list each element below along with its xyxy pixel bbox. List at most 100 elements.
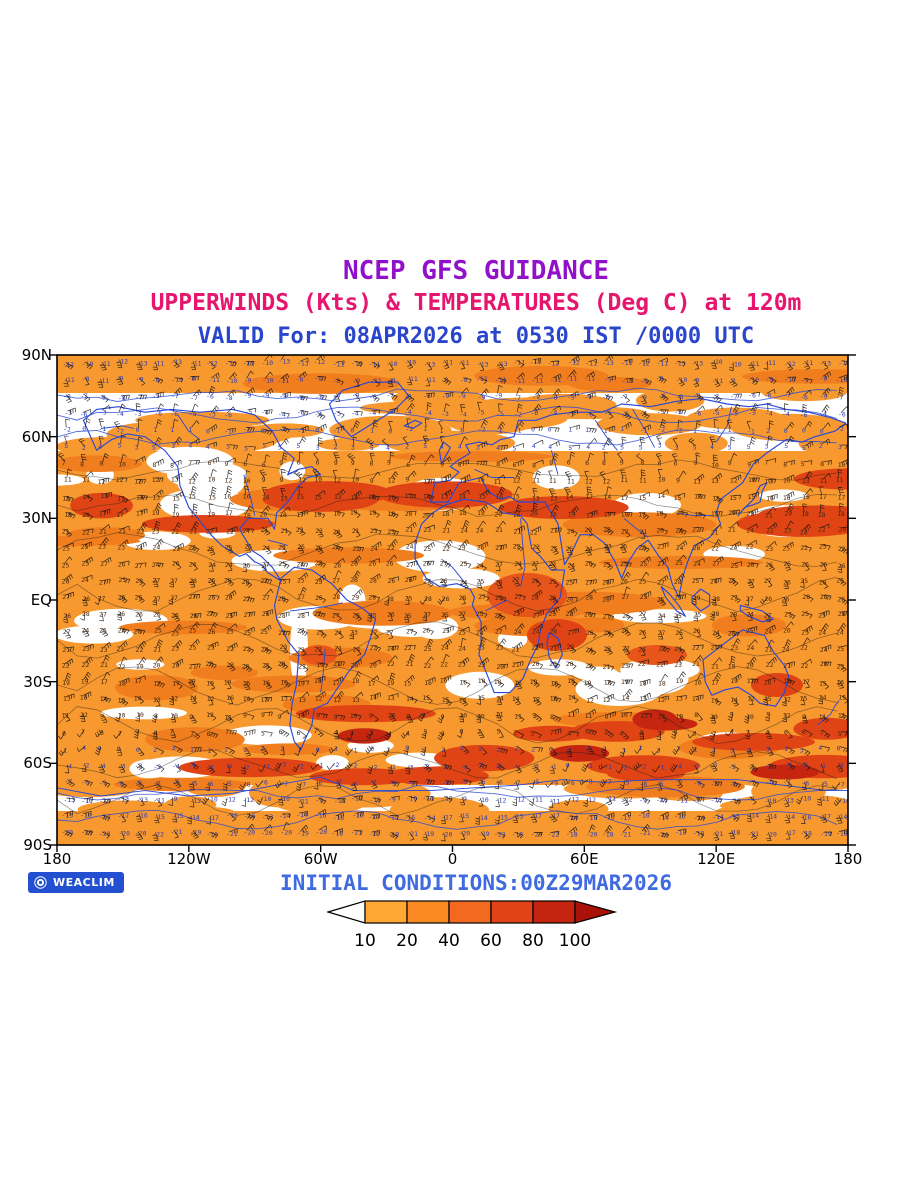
svg-text:-11: -11 [369, 796, 381, 804]
svg-text:9: 9 [620, 459, 624, 467]
svg-text:21: 21 [711, 528, 719, 536]
svg-text:3: 3 [658, 442, 662, 450]
svg-text:-13: -13 [262, 813, 274, 821]
svg-text:4: 4 [818, 744, 822, 752]
svg-text:23: 23 [423, 526, 431, 534]
svg-text:1: 1 [189, 425, 193, 433]
svg-text:-8: -8 [694, 779, 702, 787]
svg-text:-2: -2 [836, 425, 844, 433]
svg-text:26: 26 [135, 594, 143, 602]
svg-text:3: 3 [172, 744, 176, 752]
svg-text:-4: -4 [674, 763, 682, 771]
svg-text:23: 23 [784, 527, 792, 535]
svg-text:-10: -10 [441, 795, 453, 803]
svg-text:7: 7 [550, 729, 554, 737]
svg-text:-20: -20 [99, 830, 111, 838]
svg-text:26: 26 [801, 561, 809, 569]
svg-text:14: 14 [82, 493, 90, 501]
svg-text:-11: -11 [406, 375, 418, 383]
svg-text:22: 22 [82, 661, 90, 669]
svg-text:16: 16 [550, 695, 558, 703]
y-axis-label: 60N [21, 427, 52, 446]
svg-text:26: 26 [262, 610, 270, 618]
y-axis-label: 60S [23, 754, 52, 773]
svg-text:19: 19 [207, 510, 215, 518]
svg-text:15: 15 [512, 492, 520, 500]
svg-text:-1: -1 [657, 763, 665, 771]
svg-text:19: 19 [728, 663, 736, 671]
svg-text:19: 19 [64, 511, 72, 519]
svg-text:9: 9 [728, 459, 732, 467]
svg-text:20: 20 [494, 510, 502, 518]
svg-text:5: 5 [693, 444, 697, 452]
svg-text:12: 12 [783, 696, 791, 704]
svg-text:24: 24 [81, 576, 89, 584]
svg-text:-6: -6 [658, 392, 666, 400]
svg-text:17: 17 [99, 510, 107, 518]
svg-text:14: 14 [136, 494, 144, 502]
svg-text:3: 3 [730, 747, 734, 755]
svg-text:-12: -12 [495, 797, 507, 805]
svg-text:5: 5 [262, 442, 266, 450]
svg-text:22: 22 [206, 528, 214, 536]
svg-text:28: 28 [333, 593, 341, 601]
svg-text:-20: -20 [316, 828, 328, 836]
svg-text:11: 11 [585, 712, 593, 720]
svg-text:18: 18 [549, 511, 557, 519]
svg-text:-9: -9 [442, 392, 450, 400]
svg-text:23: 23 [638, 544, 646, 552]
svg-text:23: 23 [370, 527, 378, 535]
svg-text:4: 4 [620, 730, 624, 738]
svg-text:6: 6 [207, 730, 211, 738]
svg-text:10: 10 [746, 713, 754, 721]
svg-text:0: 0 [315, 426, 319, 434]
svg-text:22: 22 [585, 662, 593, 670]
svg-text:-21: -21 [620, 831, 632, 839]
svg-text:28: 28 [386, 595, 394, 603]
svg-text:-14: -14 [784, 813, 796, 821]
svg-text:24: 24 [296, 561, 304, 569]
svg-text:26: 26 [586, 629, 594, 637]
svg-text:-9: -9 [279, 392, 287, 400]
svg-text:-13: -13 [225, 360, 237, 368]
svg-text:-17: -17 [207, 814, 219, 822]
svg-text:11: 11 [820, 477, 828, 485]
svg-text:-1: -1 [640, 427, 648, 435]
svg-text:-5: -5 [172, 778, 180, 786]
svg-text:10: 10 [764, 477, 772, 485]
svg-text:-7: -7 [386, 392, 394, 400]
svg-text:27: 27 [712, 559, 720, 567]
svg-text:2: 2 [260, 745, 264, 753]
svg-text:4: 4 [586, 443, 590, 451]
svg-text:16: 16 [802, 493, 810, 501]
svg-text:8: 8 [783, 460, 787, 468]
svg-text:-20: -20 [459, 830, 471, 838]
svg-text:3: 3 [675, 444, 679, 452]
svg-text:-1: -1 [495, 427, 503, 435]
svg-text:-1: -1 [316, 762, 324, 770]
svg-text:23: 23 [100, 646, 108, 654]
svg-text:-4: -4 [784, 761, 792, 769]
svg-text:27: 27 [657, 560, 665, 568]
svg-text:24: 24 [836, 628, 844, 636]
svg-text:-12: -12 [224, 796, 236, 804]
svg-text:25: 25 [477, 644, 485, 652]
svg-text:11: 11 [838, 712, 846, 720]
svg-text:-14: -14 [279, 812, 291, 820]
svg-text:-9: -9 [244, 376, 252, 384]
svg-text:12: 12 [730, 477, 738, 485]
svg-text:22: 22 [513, 543, 521, 551]
svg-text:-10: -10 [262, 359, 274, 367]
colorbar-label: 100 [559, 931, 591, 951]
svg-text:9: 9 [334, 713, 338, 721]
svg-text:13: 13 [711, 477, 719, 485]
svg-text:17: 17 [172, 680, 180, 688]
svg-text:-22: -22 [548, 831, 560, 839]
svg-text:16: 16 [333, 509, 341, 517]
svg-text:-11: -11 [784, 375, 796, 383]
svg-text:21: 21 [189, 527, 197, 535]
svg-text:24: 24 [476, 629, 484, 637]
svg-text:23: 23 [98, 543, 106, 551]
svg-text:-11: -11 [566, 375, 578, 383]
svg-text:19: 19 [62, 679, 70, 687]
